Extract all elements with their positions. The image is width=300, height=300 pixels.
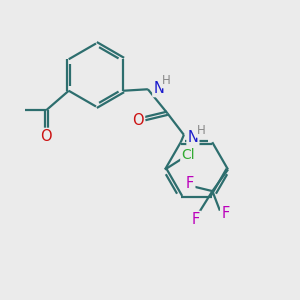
Text: O: O (40, 129, 51, 144)
Text: F: F (186, 176, 194, 191)
Text: H: H (162, 74, 171, 87)
Text: N: N (153, 81, 164, 96)
Text: N: N (188, 130, 198, 145)
Text: H: H (197, 124, 206, 137)
Text: O: O (133, 112, 144, 128)
Text: Cl: Cl (181, 148, 195, 162)
Text: F: F (192, 212, 200, 227)
Text: F: F (221, 206, 230, 220)
